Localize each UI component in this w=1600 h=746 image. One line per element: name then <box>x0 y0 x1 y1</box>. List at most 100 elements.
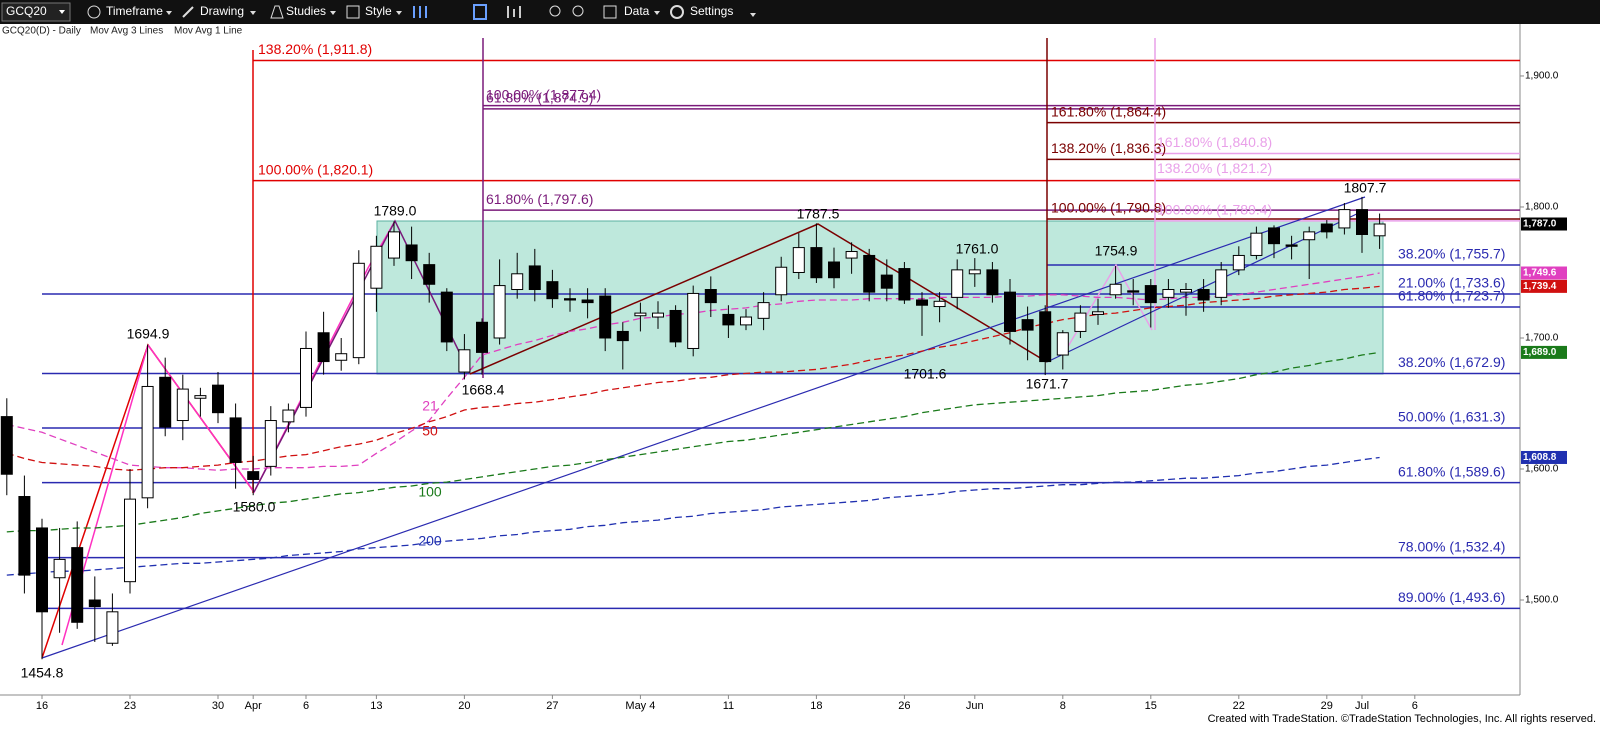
y-tick-label: 1,800.0 <box>1525 202 1559 213</box>
fib-label: 61.80% (1,589.6) <box>1398 463 1505 479</box>
candle-body <box>828 261 840 279</box>
candle-body <box>757 302 770 319</box>
fib-label: 100.00% (1,789.4) <box>1157 202 1272 218</box>
candle-body <box>141 385 154 499</box>
fib-label: 21.00% (1,733.6) <box>1398 275 1505 291</box>
candle-body <box>370 245 383 289</box>
candle-body <box>53 558 66 579</box>
settings-icon <box>670 5 684 19</box>
price-box-label: 1,689.0 <box>1523 347 1557 358</box>
candle-body <box>440 291 453 343</box>
price-box <box>1521 217 1567 231</box>
toolbar-item[interactable]: Settings <box>690 4 733 18</box>
toolbar-item[interactable]: Style <box>365 4 392 18</box>
candle-body <box>616 330 629 342</box>
fib-label: 100.00% (1,790.8) <box>1051 200 1166 216</box>
range-zone <box>376 220 1384 375</box>
x-tick-label: 8 <box>1060 700 1066 712</box>
zoom-out[interactable] <box>572 5 584 17</box>
fib-label: 161.80% (1,864.4) <box>1051 103 1166 119</box>
y-tick-label: 1,900.0 <box>1525 71 1559 82</box>
y-tick-label: 1,700.0 <box>1525 333 1559 344</box>
ma-label: 100 <box>418 484 442 500</box>
price-box-label: 1,739.4 <box>1523 281 1557 292</box>
candle-body <box>352 262 365 359</box>
symbol-box[interactable] <box>1 2 71 22</box>
candle-body <box>792 247 805 273</box>
toolbar-item[interactable]: Timeframe <box>106 4 163 18</box>
swing-label: 1807.7 <box>1344 180 1387 196</box>
candle-body <box>704 289 717 304</box>
swing-label: 1754.9 <box>1095 243 1138 259</box>
chart-header: GCQ20(D) - Daily <box>2 26 81 37</box>
candle-body <box>106 611 119 644</box>
candle-body <box>1039 311 1052 363</box>
candle-body <box>1109 283 1122 296</box>
studies-icon <box>270 5 284 19</box>
candle-body <box>986 269 999 296</box>
style-icon <box>346 5 360 19</box>
price-box-label: 1,749.6 <box>1523 268 1557 279</box>
swing-label: 1580.0 <box>233 499 276 515</box>
fib-label: 78.00% (1,532.4) <box>1398 538 1505 554</box>
study-name: Mov Avg 1 Line <box>174 26 243 37</box>
x-tick-label: 16 <box>36 700 48 712</box>
drawing-icon <box>182 6 194 18</box>
x-tick-label: 11 <box>723 700 734 712</box>
swing-line <box>469 223 1048 375</box>
toolbar-item[interactable]: Data <box>624 4 650 18</box>
toolbar-item[interactable]: Studies <box>286 4 326 18</box>
fib-label: 138.20% (1,821.2) <box>1157 160 1272 176</box>
candle-body <box>1197 289 1210 301</box>
candle-body <box>687 292 700 349</box>
candle-body <box>669 309 682 343</box>
candle-body <box>511 273 524 291</box>
price-box-label: 1,787.0 <box>1523 219 1557 230</box>
symbol[interactable]: GCQ20 <box>6 4 47 18</box>
toolbar <box>0 0 1600 24</box>
y-tick-label: 1,500.0 <box>1525 595 1559 606</box>
candle-body <box>599 295 612 339</box>
x-tick-label: 27 <box>546 700 558 712</box>
toolbar-item[interactable]: Drawing <box>200 4 244 18</box>
swing-label: 1761.0 <box>956 241 999 257</box>
candle-body <box>159 376 172 428</box>
candle-body <box>634 312 647 317</box>
x-tick-label: 18 <box>810 700 822 712</box>
price-box <box>1521 279 1567 293</box>
candle-body <box>1303 231 1316 241</box>
fib-label: 50.00% (1,631.3) <box>1398 409 1505 425</box>
candle-body <box>300 347 312 408</box>
candle-body <box>528 265 541 291</box>
candle-body <box>1056 332 1069 356</box>
price-box-label: 1,608.8 <box>1523 452 1557 463</box>
x-tick-label: 29 <box>1321 700 1333 712</box>
candle-body <box>405 244 418 262</box>
toolbar-icons <box>413 4 521 20</box>
swing-label: 1671.7 <box>1026 376 1069 392</box>
x-tick-label: Apr <box>245 700 262 712</box>
price-box <box>1521 345 1567 359</box>
candle-body <box>775 266 788 296</box>
candle-body <box>194 395 207 399</box>
fib-label: 100.00% (1,820.1) <box>258 161 373 177</box>
candle-body <box>1338 209 1351 229</box>
candle-body <box>1285 244 1298 247</box>
candle-body <box>124 498 136 583</box>
fib-label: 61.80% (1,797.6) <box>486 191 593 207</box>
footer: Created with TradeStation. ©TradeStation… <box>1208 713 1596 725</box>
study-name: Mov Avg 3 Lines <box>90 26 163 37</box>
candle-body <box>335 353 348 361</box>
candle-body <box>652 312 664 318</box>
fib-label: 161.80% (1,840.8) <box>1157 134 1272 150</box>
candle-body <box>880 274 893 289</box>
zoom-in[interactable] <box>549 5 561 17</box>
arrow <box>654 11 660 15</box>
price-box <box>1521 450 1567 464</box>
x-tick-label: 23 <box>124 700 136 712</box>
fib-label: 100.00% (1,877.4) <box>486 86 601 102</box>
candle-body <box>740 316 752 326</box>
candle-body <box>1373 223 1386 237</box>
arrow <box>396 11 402 15</box>
